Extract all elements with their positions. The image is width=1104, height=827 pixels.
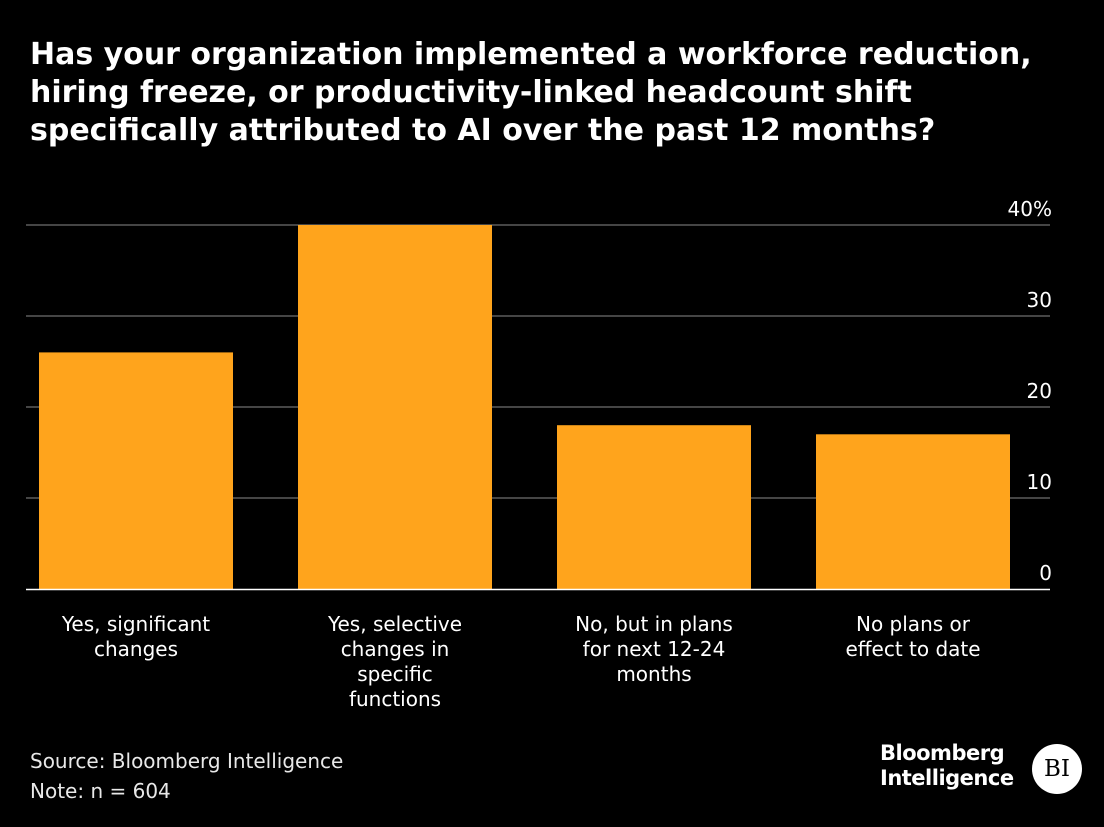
- chart-title-line: specifically attributed to AI over the p…: [30, 113, 936, 148]
- bi-logo-icon: BI: [1032, 744, 1082, 794]
- x-tick-label: months: [616, 662, 691, 686]
- y-tick-label: 40%: [1008, 197, 1052, 221]
- bar: [557, 425, 751, 589]
- x-tick-label: changes in: [341, 637, 450, 661]
- y-tick-label: 30: [1027, 288, 1052, 312]
- y-tick-label: 10: [1027, 470, 1052, 494]
- x-tick-label: effect to date: [845, 637, 980, 661]
- bar: [298, 225, 492, 589]
- chart-title-line: hiring freeze, or productivity-linked he…: [30, 75, 912, 110]
- note-text: Note: n = 604: [30, 779, 171, 803]
- bar: [816, 434, 1010, 589]
- x-tick-label: specific: [357, 662, 433, 686]
- brand-name-line: Intelligence: [880, 766, 1014, 790]
- brand-name-line: Bloomberg: [880, 741, 1005, 765]
- x-tick-label: Yes, significant: [61, 612, 210, 636]
- brand-logo-text: Bloomberg Intelligence: [880, 741, 1014, 791]
- source-text: Source: Bloomberg Intelligence: [30, 749, 344, 773]
- x-tick-label: functions: [349, 687, 441, 711]
- chart-title-line: Has your organization implemented a work…: [30, 37, 1032, 72]
- x-tick-label: Yes, selective: [327, 612, 462, 636]
- chart-footer: Source: Bloomberg Intelligence Note: n =…: [30, 746, 343, 806]
- x-tick-label: for next 12-24: [583, 637, 726, 661]
- x-tick-label: No, but in plans: [575, 612, 733, 636]
- y-tick-label: 20: [1027, 379, 1052, 403]
- chart-title: Has your organization implemented a work…: [30, 36, 1090, 150]
- x-tick-label: No plans or: [856, 612, 971, 636]
- bar: [39, 352, 233, 589]
- y-tick-label: 0: [1039, 561, 1052, 585]
- x-tick-label: changes: [94, 637, 178, 661]
